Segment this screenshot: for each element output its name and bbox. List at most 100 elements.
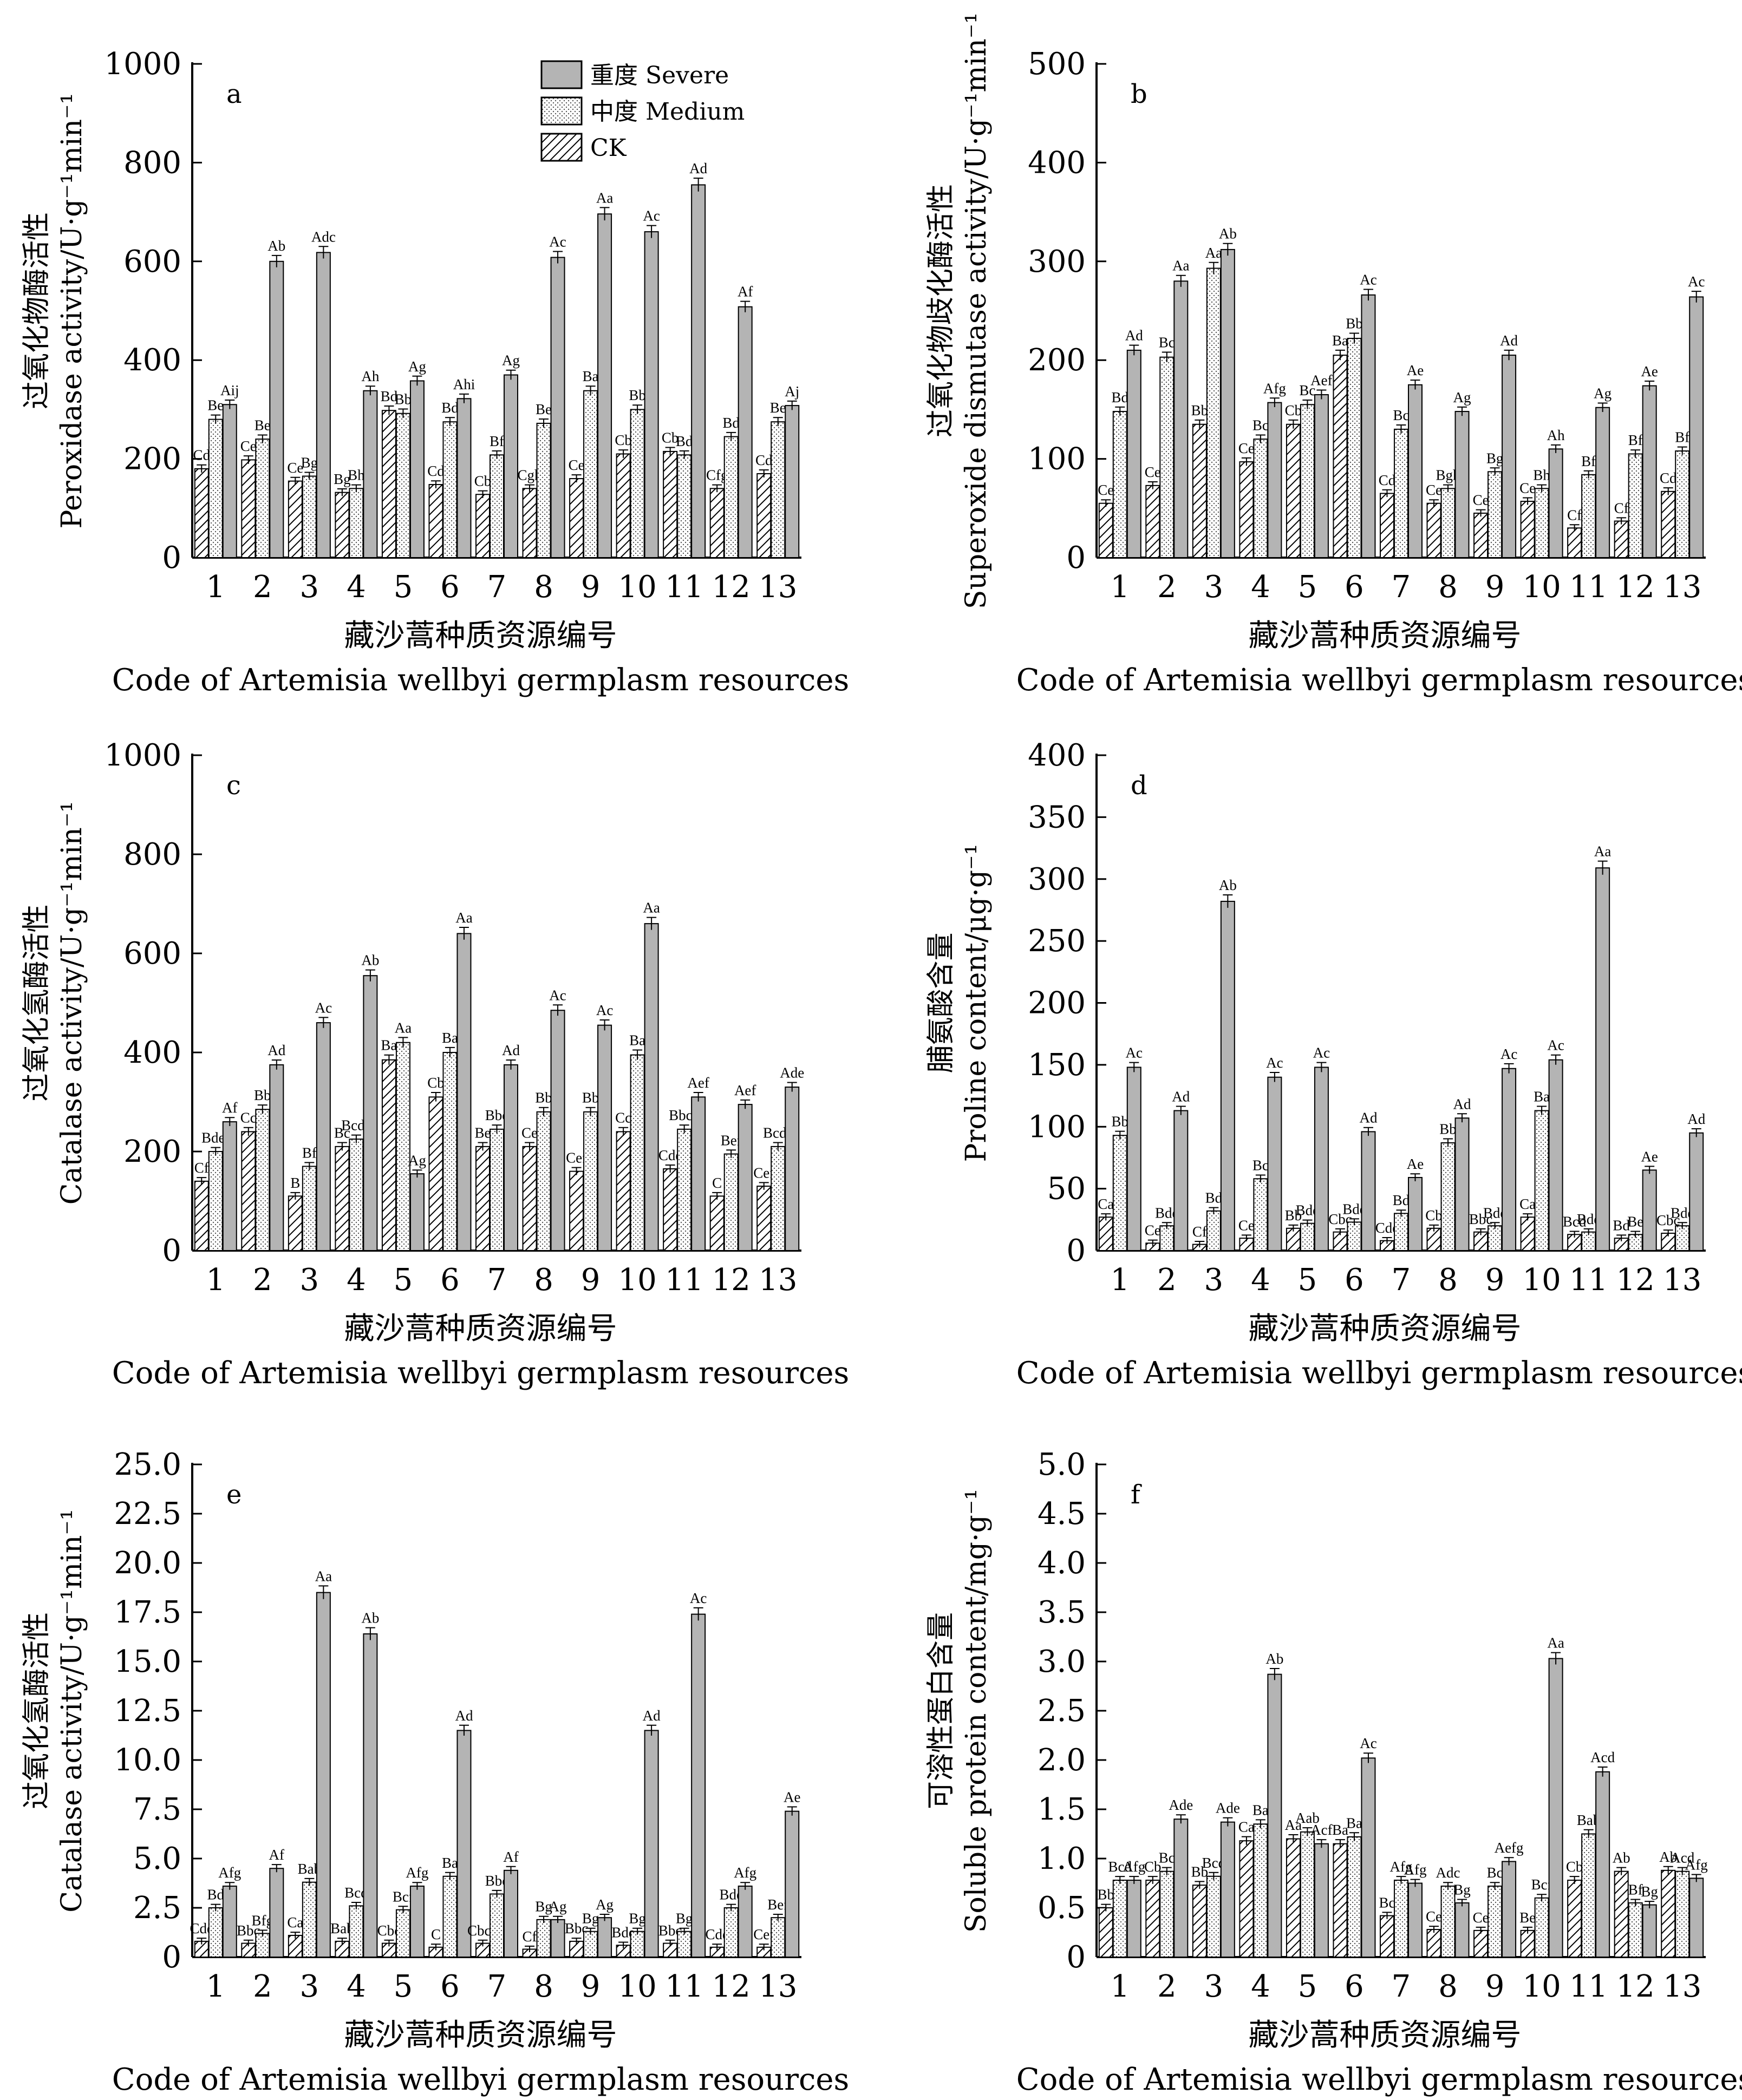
sig-label: Aa — [1205, 245, 1222, 261]
sig-label: Af — [503, 1849, 519, 1865]
bar-medium — [1112, 1880, 1127, 1958]
sig-label: Ce — [287, 460, 303, 476]
sig-label: Ac — [1500, 1046, 1517, 1062]
sig-label: Aa — [395, 1019, 412, 1036]
x-tick-label: 8 — [534, 1969, 553, 2004]
error-bar — [197, 1938, 207, 1945]
bar-medium — [723, 436, 739, 558]
sig-label: Ce — [240, 438, 257, 454]
error-bar — [492, 1124, 502, 1134]
sig-label: Afg — [1123, 1859, 1145, 1875]
error-bar — [1269, 1667, 1280, 1680]
sig-label: Ah — [1547, 427, 1565, 443]
error-bar — [225, 399, 235, 409]
bar-ck — [241, 1131, 256, 1251]
error-bar — [337, 1938, 347, 1945]
error-bar — [1583, 1228, 1594, 1235]
bar-severe — [691, 1096, 706, 1251]
sig-label: Bf — [1581, 453, 1596, 469]
sig-label: Bc — [1252, 417, 1269, 433]
x-tick-label: 2 — [1157, 570, 1177, 605]
bar-ck — [194, 1180, 209, 1251]
sig-label: Cb — [1285, 402, 1302, 418]
bar-severe — [409, 1885, 425, 1958]
y-tick-label: 50 — [1047, 1172, 1086, 1207]
error-bar — [384, 1939, 394, 1947]
sig-label: Ad — [689, 160, 707, 176]
bar-severe — [785, 1810, 800, 1958]
bar-ck — [1286, 1838, 1301, 1958]
sig-label: Ce — [1426, 482, 1442, 498]
error-bar — [1302, 399, 1313, 409]
bar-ck — [1661, 1869, 1676, 1958]
sig-label: Aef — [1310, 372, 1332, 389]
x-tick-label: 3 — [300, 1969, 319, 2004]
y-tick-label: 4.5 — [1038, 1496, 1086, 1532]
sig-label: Bd — [722, 415, 740, 431]
bar-severe — [363, 390, 378, 559]
panel-letter: c — [226, 770, 241, 801]
sig-label: Bg — [582, 1911, 599, 1927]
sig-label: Aa — [1172, 258, 1189, 274]
error-bar — [1645, 1901, 1655, 1908]
bar-severe — [363, 975, 378, 1252]
error-bar — [1176, 1105, 1186, 1115]
error-bar — [1677, 1867, 1687, 1875]
error-bar — [384, 1054, 394, 1065]
bar-severe — [1408, 1177, 1423, 1252]
sig-label: C — [431, 1926, 441, 1942]
sig-label: Af — [738, 284, 753, 300]
bar-ck — [1192, 1885, 1207, 1958]
sig-label: Bc — [1159, 1850, 1175, 1866]
bar-ck — [1661, 490, 1676, 558]
bar-ck — [381, 1059, 396, 1251]
sig-label: Ba — [1346, 1815, 1362, 1831]
bar-ck — [1473, 1929, 1489, 1958]
error-bar — [1396, 424, 1406, 434]
error-bar — [585, 1927, 596, 1935]
y-title-en: Peroxidase activity/U·g⁻¹min⁻¹ — [56, 93, 88, 529]
x-tick-label: 8 — [534, 570, 553, 605]
error-bar — [492, 1889, 502, 1898]
x-tick-label: 8 — [1438, 570, 1458, 605]
error-bar — [1162, 1222, 1172, 1229]
error-bar — [1241, 457, 1251, 466]
bar-severe — [409, 1173, 425, 1252]
y-tick-label: 12.5 — [114, 1693, 181, 1729]
error-bar — [1663, 1866, 1673, 1874]
sig-label: Aef — [687, 1075, 709, 1091]
legend-label-severe: 重度 Severe — [590, 62, 729, 89]
sig-label: Bd — [381, 388, 398, 404]
bar-severe — [1126, 1067, 1141, 1251]
error-bar — [571, 1167, 582, 1175]
error-bar — [1443, 1882, 1453, 1890]
error-bar — [257, 1104, 268, 1114]
error-bar — [365, 385, 375, 396]
x-tick-label: 11 — [1569, 1969, 1608, 2004]
bar-ck — [1333, 1843, 1348, 1958]
error-bar — [478, 1142, 488, 1151]
sig-label: Bb — [629, 387, 646, 403]
bar-severe — [738, 1104, 753, 1251]
bar-severe — [1126, 1880, 1141, 1958]
bar-severe — [738, 306, 753, 558]
error-bar — [412, 375, 422, 386]
sig-label: Ce — [1519, 480, 1536, 496]
sig-label: Bc — [1487, 1865, 1503, 1881]
bar-severe — [1595, 867, 1610, 1251]
error-bar — [197, 464, 207, 473]
sig-label: B — [290, 1175, 300, 1191]
bar-ck — [475, 1146, 490, 1252]
error-bar — [1349, 1218, 1359, 1226]
sig-label: Bb — [254, 1087, 271, 1103]
sig-label: Afg — [734, 1865, 756, 1881]
bar-severe — [1454, 411, 1470, 558]
bar-medium — [1300, 1222, 1315, 1252]
bar-medium — [1675, 450, 1690, 558]
sig-label: Ag — [408, 358, 426, 375]
error-bar — [1255, 1174, 1265, 1183]
error-bar — [1255, 434, 1265, 443]
sig-label: Bbc — [1469, 1211, 1493, 1227]
bar-severe — [1361, 294, 1376, 558]
sig-label: Bb — [1346, 316, 1363, 332]
